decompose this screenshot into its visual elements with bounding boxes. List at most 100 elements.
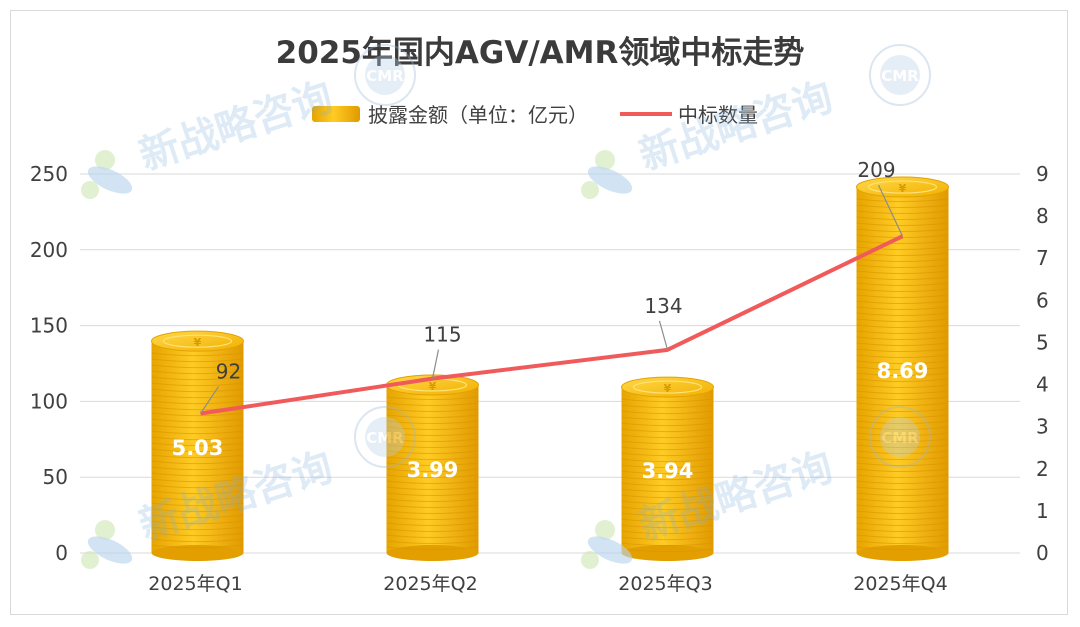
left-axis: 0 50 100 150 200 250 (30, 162, 68, 565)
right-tick-label: 7 (1036, 246, 1049, 270)
coin-ridge (386, 402, 479, 406)
coin-ridge (856, 372, 949, 377)
coin-ridge (856, 282, 949, 287)
coin-ridge (856, 240, 949, 245)
coin-yen-glyph: ¥ (194, 336, 202, 349)
right-axis: 0 1 2 3 4 5 6 7 8 9 (1036, 162, 1049, 565)
coin-ridge (856, 498, 949, 503)
seal-core (365, 417, 405, 457)
category-label: 2025年Q2 (383, 573, 477, 595)
coin-ridge (621, 512, 714, 517)
coin-ridge (621, 506, 714, 511)
coin-ridge (386, 510, 479, 514)
left-tick-label: 50 (43, 465, 68, 489)
legend: 披露金额（单位：亿元） 中标数量 (312, 103, 758, 127)
bar-bottom (621, 545, 714, 561)
coin-ridge (856, 342, 949, 347)
bar: ¥5.03 (151, 330, 244, 561)
right-tick-label: 0 (1036, 541, 1049, 565)
coin-ridge (151, 496, 244, 501)
category-axis: 2025年Q1 2025年Q2 2025年Q3 2025年Q4 (148, 573, 947, 595)
coin-ridge (151, 376, 244, 381)
coin-ridge (856, 276, 949, 281)
coin-ridge (151, 472, 244, 477)
coin-ridge (856, 294, 949, 299)
seal-ring (869, 406, 931, 468)
coin-ridge (856, 522, 949, 527)
coin-ridge (856, 432, 949, 437)
bar-bottom (386, 545, 479, 561)
bar: ¥3.94 (621, 376, 714, 561)
coin-ridge (621, 482, 714, 487)
coin-ridge (151, 412, 244, 417)
watermark-text: 新战略咨询 (634, 74, 838, 180)
coin-ridge (386, 516, 479, 520)
coin-ridge (386, 480, 479, 484)
coin-ridge (151, 466, 244, 471)
seal-core (365, 55, 405, 95)
coin-ridge (856, 456, 949, 461)
coin-ridge (386, 492, 479, 496)
category-label: 2025年Q4 (853, 573, 947, 595)
coin-ridge (386, 504, 479, 508)
coin-ridge (621, 536, 714, 541)
coin-ridge (856, 222, 949, 227)
coin-ridge (856, 408, 949, 413)
coin-ridge (151, 508, 244, 513)
watermark-seal: CMR (869, 44, 931, 106)
watermark-dot (581, 551, 599, 569)
coin-yen-glyph: ¥ (429, 380, 437, 393)
coin-ridge (856, 246, 949, 251)
coin-ridge (856, 492, 949, 497)
coin-ridge (386, 426, 479, 430)
coin-ridge (621, 500, 714, 505)
left-tick-label: 150 (30, 314, 68, 338)
legend-swatch-bar (312, 106, 360, 122)
coin-ridge (621, 446, 714, 451)
right-tick-label: 3 (1036, 415, 1049, 439)
coin-ridge (621, 398, 714, 403)
seal-ring (869, 44, 931, 106)
coin-ridge (151, 382, 244, 387)
coin-ridge (386, 498, 479, 502)
coin-ridge (856, 348, 949, 353)
coin-ridge (856, 516, 949, 521)
watermark-swoosh (87, 536, 133, 564)
coin-ridge (151, 448, 244, 453)
coin-ridge (151, 490, 244, 495)
category-label: 2025年Q3 (618, 573, 712, 595)
coin-ridge (856, 414, 949, 419)
coin-ridge (151, 370, 244, 375)
coin-ridge (621, 422, 714, 427)
coin-ridge (386, 528, 479, 532)
coin-ridge (621, 548, 714, 553)
coin-ridge (856, 360, 949, 365)
coin-ridge (386, 450, 479, 454)
coin-ridge (151, 430, 244, 435)
coin-ridge (621, 488, 714, 493)
bar-value-label: 8.69 (877, 359, 929, 383)
coin-ridge (856, 390, 949, 395)
coin-ridge (621, 458, 714, 463)
coin-ridge (151, 532, 244, 537)
right-tick-label: 1 (1036, 499, 1049, 523)
watermark-dot (595, 520, 615, 540)
bar-bottom (151, 545, 244, 561)
data-label-leader (431, 349, 440, 379)
bar: ¥3.99 (386, 374, 479, 561)
coin-ridge (621, 542, 714, 547)
line-value-label: 115 (423, 323, 461, 347)
coin-ridge (386, 456, 479, 460)
coin-ridge (856, 366, 949, 371)
coin-ridge (151, 514, 244, 519)
coin-ridge (856, 384, 949, 389)
coin-ridge (856, 228, 949, 233)
coin-ridge (386, 546, 479, 550)
coin-ridge (856, 420, 949, 425)
coin-ridge (856, 312, 949, 317)
coin-ridge (856, 324, 949, 329)
coin-ridge (151, 460, 244, 465)
bar-value-label: 3.94 (642, 459, 694, 483)
bar-value-label: 5.03 (172, 436, 224, 460)
seal-logo-text: CMR (366, 67, 404, 85)
